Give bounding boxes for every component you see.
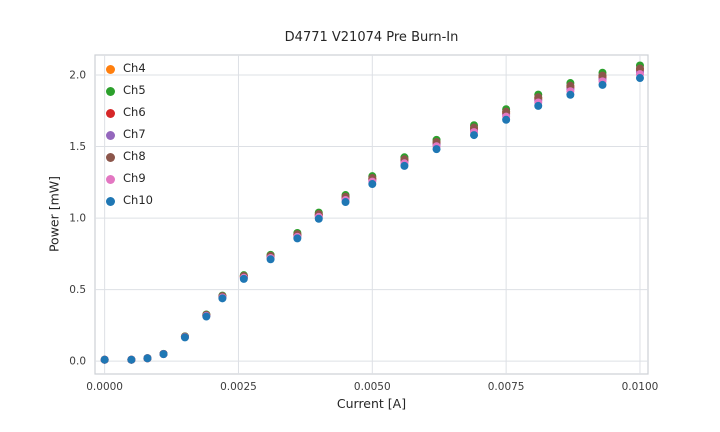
scatter-point-ch10 <box>341 198 350 207</box>
scatter-point-ch10 <box>202 312 211 321</box>
scatter-point-ch10 <box>180 333 189 342</box>
y-tick-label: 1.5 <box>69 141 86 153</box>
legend-label-ch7: Ch7 <box>123 127 146 142</box>
legend-marker-ch9 <box>106 174 115 184</box>
legend-item-ch8: Ch8 <box>106 146 153 168</box>
legend-label-ch10: Ch10 <box>123 193 153 208</box>
y-axis-label: Power [mW] <box>46 175 62 253</box>
scatter-point-ch10 <box>314 214 323 223</box>
legend-item-ch5: Ch5 <box>106 80 153 102</box>
legend-label-ch5: Ch5 <box>123 83 146 98</box>
scatter-point-ch10 <box>368 180 377 189</box>
y-tick-label: 2.0 <box>69 70 86 82</box>
scatter-point-ch10 <box>143 354 152 363</box>
scatter-point-ch10 <box>218 294 227 303</box>
scatter-point-ch10 <box>534 101 543 110</box>
scatter-point-ch8 <box>598 71 607 80</box>
scatter-point-ch10 <box>470 131 479 140</box>
legend-marker-ch7 <box>106 130 115 140</box>
legend-label-ch4: Ch4 <box>123 61 146 76</box>
legend-label-ch6: Ch6 <box>123 105 146 120</box>
legend-item-ch6: Ch6 <box>106 102 153 124</box>
legend-item-ch10: Ch10 <box>106 190 153 212</box>
scatter-point-ch10 <box>100 355 109 364</box>
legend-label-ch8: Ch8 <box>123 149 146 164</box>
legend-marker-ch8 <box>106 152 115 162</box>
chart-title: D4771 V21074 Pre Burn-In <box>284 30 459 45</box>
legend-marker-ch10 <box>106 196 115 206</box>
scatter-point-ch10 <box>127 355 136 364</box>
scatter-point-ch10 <box>239 274 248 283</box>
scatter-point-ch10 <box>266 255 275 264</box>
legend-item-ch7: Ch7 <box>106 124 153 146</box>
scatter-point-ch10 <box>432 145 441 154</box>
x-tick-label: 0.0025 <box>220 381 257 393</box>
legend-label-ch9: Ch9 <box>123 171 146 186</box>
legend-marker-ch6 <box>106 108 115 118</box>
scatter-point-ch10 <box>635 74 644 83</box>
scatter-point-ch10 <box>566 90 575 99</box>
y-tick-label: 1.0 <box>69 213 86 225</box>
legend-item-ch9: Ch9 <box>106 168 153 190</box>
x-tick-label: 0.0050 <box>354 381 391 393</box>
y-tick-label: 0.5 <box>69 284 86 296</box>
scatter-point-ch10 <box>502 115 511 124</box>
scatter-point-ch10 <box>400 161 409 170</box>
scatter-point-ch8 <box>635 64 644 73</box>
x-tick-label: 0.0100 <box>622 381 659 393</box>
legend-item-ch4: Ch4 <box>106 58 153 80</box>
x-tick-label: 0.0000 <box>86 381 123 393</box>
legend-marker-ch4 <box>106 64 115 74</box>
x-axis-label: Current [A] <box>336 396 407 411</box>
plot-background <box>94 54 649 375</box>
legend-marker-ch5 <box>106 86 115 96</box>
legend: Ch4 Ch5 Ch6 Ch7 Ch8 Ch9 Ch10 <box>106 58 153 212</box>
scatter-point-ch10 <box>598 80 607 89</box>
x-tick-label: 0.0075 <box>488 381 525 393</box>
scatter-point-ch10 <box>159 350 168 359</box>
y-tick-label: 0.0 <box>69 356 86 368</box>
scatter-point-ch10 <box>293 234 302 243</box>
